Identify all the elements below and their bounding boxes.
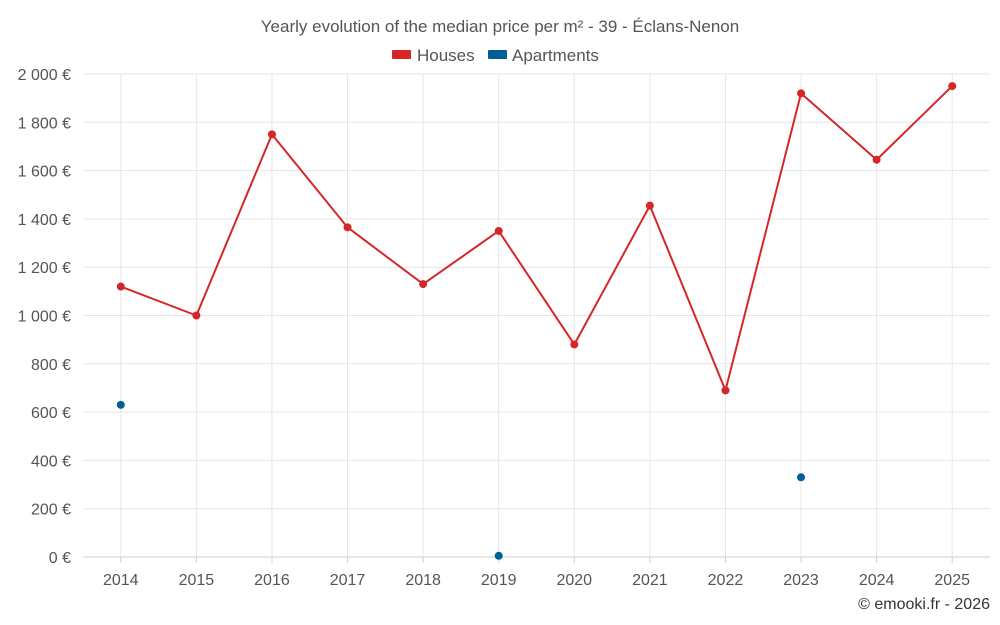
y-tick-label: 1 800 € bbox=[18, 115, 71, 132]
y-tick-label: 200 € bbox=[31, 502, 71, 519]
data-point-houses[interactable] bbox=[116, 282, 125, 291]
x-tick-label: 2021 bbox=[632, 572, 668, 589]
data-point-houses[interactable] bbox=[797, 89, 806, 98]
y-tick-label: 2 000 € bbox=[18, 67, 71, 84]
series-line-houses bbox=[120, 85, 953, 392]
x-tick-label: 2023 bbox=[783, 572, 819, 589]
chart-credit: © emooki.fr - 2026 bbox=[858, 596, 990, 613]
y-tick-label: 0 € bbox=[49, 550, 71, 567]
chart-title: Yearly evolution of the median price per… bbox=[261, 17, 739, 36]
data-point-houses[interactable] bbox=[419, 280, 428, 289]
data-point-houses[interactable] bbox=[192, 311, 201, 320]
legend-swatch-houses bbox=[392, 50, 411, 59]
y-tick-label: 600 € bbox=[31, 405, 71, 422]
x-tick-label: 2024 bbox=[859, 572, 895, 589]
data-point-houses[interactable] bbox=[570, 340, 579, 349]
x-tick-label: 2022 bbox=[708, 572, 744, 589]
y-tick-label: 1 000 € bbox=[18, 309, 71, 326]
data-point-apartments[interactable] bbox=[797, 473, 806, 482]
series-layer bbox=[116, 82, 957, 560]
y-tick-label: 1 200 € bbox=[18, 260, 71, 277]
legend-item-houses[interactable]: Houses bbox=[392, 46, 475, 65]
y-tick-label: 400 € bbox=[31, 453, 71, 470]
data-point-houses[interactable] bbox=[343, 223, 352, 232]
y-axis-labels: 0 € 200 € 400 € 600 € 800 € 1 000 € 1 200 € 1 4… bbox=[18, 67, 71, 567]
legend-label-apartments: Apartments bbox=[512, 46, 599, 65]
x-tick-label: 2014 bbox=[103, 572, 139, 589]
legend-label-houses: Houses bbox=[417, 46, 475, 65]
x-tick-label: 2017 bbox=[330, 572, 366, 589]
data-point-houses[interactable] bbox=[267, 130, 276, 139]
x-tick-label: 2020 bbox=[556, 572, 592, 589]
data-point-houses[interactable] bbox=[494, 226, 503, 235]
legend-swatch-apartments bbox=[488, 50, 507, 59]
data-point-houses[interactable] bbox=[645, 201, 654, 210]
x-tick-label: 2015 bbox=[179, 572, 215, 589]
legend-item-apartments[interactable]: Apartments bbox=[488, 46, 599, 65]
grid bbox=[83, 73, 990, 563]
legend: Houses Apartments bbox=[392, 46, 599, 65]
y-tick-label: 1 400 € bbox=[18, 212, 71, 229]
x-tick-label: 2025 bbox=[934, 572, 970, 589]
x-axis-labels: 2014 2015 2016 2017 2018 2019 2020 2021 2022 2023… bbox=[103, 572, 970, 589]
x-tick-label: 2019 bbox=[481, 572, 517, 589]
data-point-houses[interactable] bbox=[948, 82, 957, 91]
data-point-houses[interactable] bbox=[721, 386, 730, 395]
data-point-houses[interactable] bbox=[872, 155, 881, 164]
y-tick-label: 800 € bbox=[31, 357, 71, 374]
x-tick-label: 2016 bbox=[254, 572, 290, 589]
x-tick-label: 2018 bbox=[405, 572, 441, 589]
y-tick-label: 1 600 € bbox=[18, 164, 71, 181]
data-point-apartments[interactable] bbox=[116, 400, 125, 409]
data-point-apartments[interactable] bbox=[494, 551, 503, 560]
